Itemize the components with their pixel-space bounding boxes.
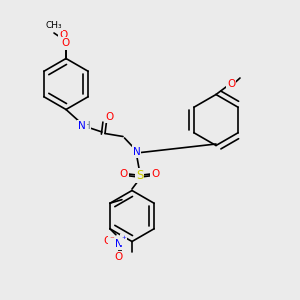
Text: N: N — [133, 146, 140, 157]
Text: S: S — [136, 169, 143, 182]
Text: O: O — [62, 38, 70, 49]
Text: O: O — [105, 112, 114, 122]
Text: O: O — [227, 79, 235, 89]
Text: H: H — [82, 121, 90, 131]
Text: ⁺: ⁺ — [121, 235, 126, 244]
Text: O: O — [151, 169, 160, 179]
Text: O: O — [115, 252, 123, 262]
Text: O: O — [103, 236, 112, 246]
Text: N: N — [78, 121, 86, 131]
Text: O: O — [119, 169, 128, 179]
Text: N: N — [115, 239, 123, 249]
Text: ⁻: ⁻ — [109, 236, 114, 245]
Text: O: O — [59, 29, 67, 40]
Text: CH₃: CH₃ — [46, 21, 62, 30]
